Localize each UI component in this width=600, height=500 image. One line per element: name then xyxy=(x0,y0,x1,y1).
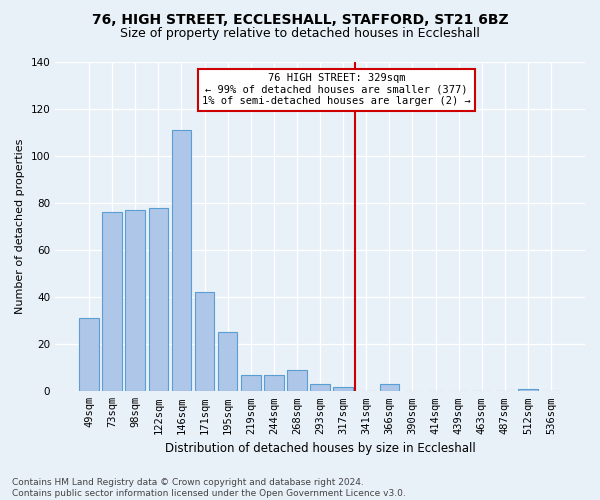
Text: Contains HM Land Registry data © Crown copyright and database right 2024.
Contai: Contains HM Land Registry data © Crown c… xyxy=(12,478,406,498)
Bar xyxy=(149,208,168,392)
Bar xyxy=(518,389,538,392)
Bar xyxy=(195,292,214,392)
Bar xyxy=(310,384,330,392)
Bar xyxy=(241,375,260,392)
Bar xyxy=(125,210,145,392)
Y-axis label: Number of detached properties: Number of detached properties xyxy=(15,138,25,314)
Bar xyxy=(79,318,99,392)
Text: Size of property relative to detached houses in Eccleshall: Size of property relative to detached ho… xyxy=(120,28,480,40)
Bar xyxy=(264,375,284,392)
Bar xyxy=(103,212,122,392)
Text: 76, HIGH STREET, ECCLESHALL, STAFFORD, ST21 6BZ: 76, HIGH STREET, ECCLESHALL, STAFFORD, S… xyxy=(92,12,508,26)
Bar xyxy=(334,386,353,392)
Bar xyxy=(218,332,238,392)
Bar xyxy=(380,384,399,392)
Bar xyxy=(172,130,191,392)
Text: 76 HIGH STREET: 329sqm
← 99% of detached houses are smaller (377)
1% of semi-det: 76 HIGH STREET: 329sqm ← 99% of detached… xyxy=(202,74,470,106)
Bar xyxy=(287,370,307,392)
X-axis label: Distribution of detached houses by size in Eccleshall: Distribution of detached houses by size … xyxy=(165,442,475,455)
